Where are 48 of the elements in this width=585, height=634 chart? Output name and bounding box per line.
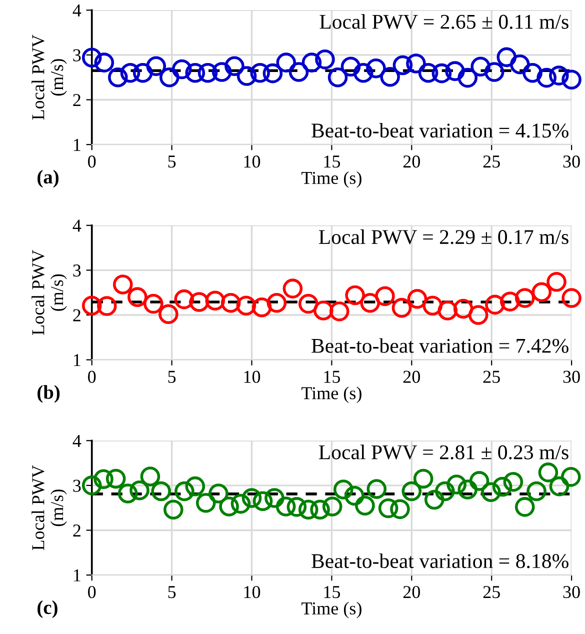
- x-axis-title: Time (s): [302, 171, 362, 188]
- x-tick-label: 5: [168, 156, 176, 168]
- x-tick-label: 30: [563, 155, 580, 168]
- annotation: Local PWV = 2.81 ± 0.23 m/s: [318, 444, 568, 460]
- x-tick-label: 15: [324, 586, 340, 598]
- y-tick-label: 3: [73, 264, 81, 277]
- y-tick-label: 4: [72, 220, 82, 232]
- x-tick-label: 10: [244, 586, 260, 598]
- x-axis-title: Time (s): [302, 602, 362, 618]
- y-tick-label: 4: [72, 4, 82, 16]
- text: (c): [38, 600, 58, 618]
- annotation: Beat-to-beat variation = 4.15%: [312, 122, 568, 138]
- y-tick-label: 4: [72, 435, 82, 447]
- x-tick-label: 0: [88, 155, 96, 168]
- y-tick-label: 1: [74, 138, 80, 151]
- x-tick-label: 5: [168, 370, 176, 383]
- x-tick-label: 10: [244, 155, 260, 168]
- x-tick-label: 0: [88, 370, 96, 383]
- annotation: Beat-to-beat variation = 7.42%: [312, 338, 568, 353]
- annotation: Local PWV = 2.65 ± 0.11 m/s: [320, 14, 568, 29]
- text: (a): [38, 170, 58, 188]
- y-tick-label: 2: [73, 94, 80, 106]
- x-tick-label: 5: [168, 586, 176, 598]
- x-tick-label: 25: [483, 586, 500, 598]
- text: (b): [38, 385, 60, 403]
- x-tick-label: 30: [563, 586, 580, 598]
- y-tick-label: 2: [73, 524, 80, 536]
- y-tick-label: 2: [73, 309, 80, 322]
- x-tick-label: 20: [403, 370, 420, 383]
- x-tick-label: 0: [88, 586, 96, 598]
- x-tick-label: 15: [324, 370, 340, 383]
- y-axis-title: Local PWV (m/s): [32, 465, 67, 550]
- x-tick-label: 25: [483, 370, 500, 383]
- annotation: Local PWV = 2.29 ± 0.17 m/s: [318, 229, 568, 244]
- x-tick-label: 30: [563, 370, 580, 383]
- y-axis-title: Local PWV (m/s): [32, 250, 67, 335]
- x-axis-title: Time (s): [302, 386, 362, 403]
- annotation: Beat-to-beat variation = 8.18%: [312, 553, 568, 568]
- x-tick-label: 20: [403, 155, 420, 168]
- x-tick-label: 15: [324, 156, 340, 168]
- x-tick-label: 10: [244, 370, 260, 383]
- y-axis-title: Local PWV (m/s): [32, 34, 67, 120]
- y-tick-label: 1: [74, 569, 80, 582]
- x-tick-label: 20: [403, 586, 420, 598]
- y-tick-label: 3: [73, 49, 81, 62]
- y-tick-label: 1: [74, 354, 80, 366]
- y-tick-label: 3: [73, 480, 81, 492]
- x-tick-label: 25: [483, 156, 500, 168]
